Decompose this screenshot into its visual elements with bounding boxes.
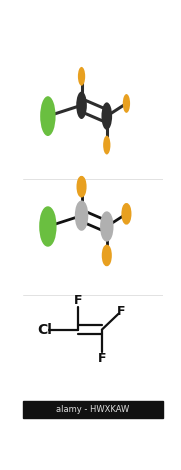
Text: F: F — [117, 305, 125, 318]
Text: F: F — [98, 352, 106, 365]
Circle shape — [123, 94, 130, 113]
Text: F: F — [74, 294, 82, 307]
Circle shape — [76, 92, 87, 119]
Circle shape — [102, 102, 112, 130]
Circle shape — [41, 208, 55, 245]
Text: Cl: Cl — [37, 322, 52, 337]
Circle shape — [103, 246, 110, 265]
Circle shape — [78, 67, 85, 86]
Circle shape — [40, 96, 56, 136]
Circle shape — [76, 202, 87, 229]
Circle shape — [103, 136, 110, 155]
Text: alamy - HWXKAW: alamy - HWXKAW — [56, 405, 129, 414]
Bar — [23, 401, 163, 418]
Circle shape — [102, 213, 112, 240]
Circle shape — [123, 204, 130, 223]
Circle shape — [78, 177, 85, 196]
